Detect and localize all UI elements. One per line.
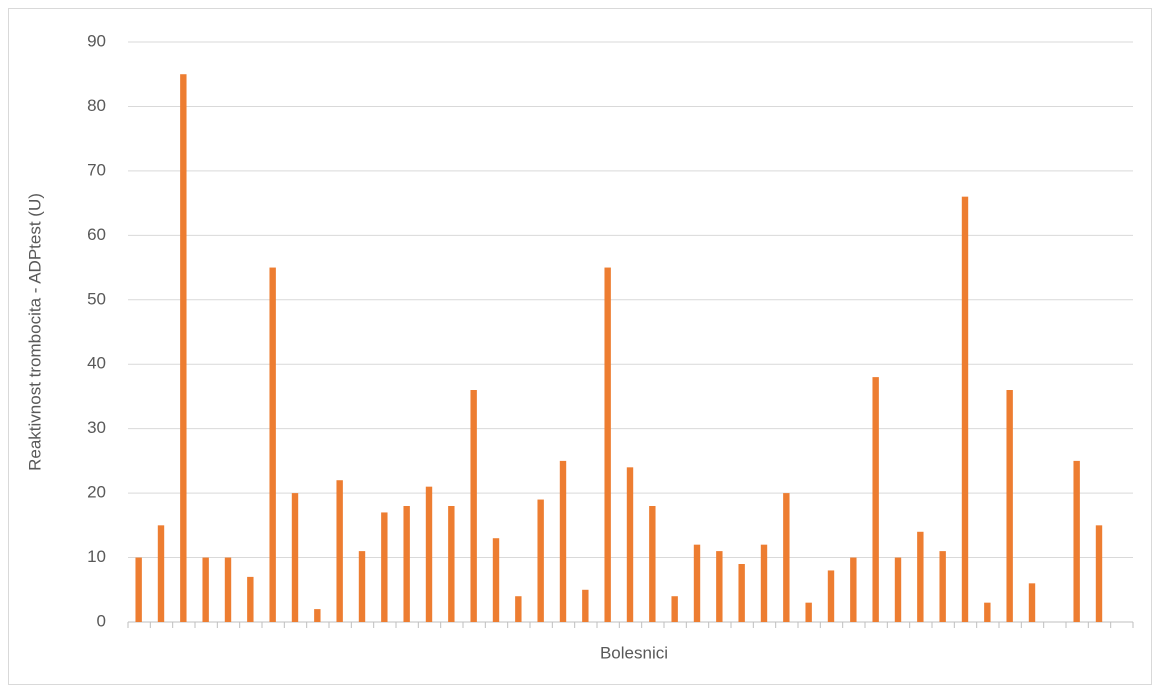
bar (180, 74, 187, 622)
bar (470, 390, 477, 622)
bar (314, 609, 321, 622)
bar (336, 480, 343, 622)
y-tick-label: 50 (87, 289, 106, 308)
bar (671, 596, 678, 622)
y-tick-label: 0 (97, 611, 106, 630)
bar (872, 377, 879, 622)
bar (135, 557, 142, 622)
bar (537, 499, 544, 622)
bar (1095, 525, 1103, 622)
y-tick-label: 20 (87, 483, 106, 502)
bar (582, 589, 589, 622)
bar (1006, 390, 1013, 622)
bar (604, 267, 611, 622)
bar (738, 564, 745, 622)
bar (381, 512, 388, 622)
bar (224, 557, 232, 622)
bar (448, 506, 455, 622)
bar (1073, 460, 1080, 622)
bar (202, 557, 209, 622)
bar (894, 557, 902, 622)
y-tick-label: 60 (87, 225, 106, 244)
bar (291, 493, 299, 622)
y-tick-label: 40 (87, 354, 106, 373)
bar (693, 544, 701, 622)
bar (649, 506, 656, 622)
bar (917, 531, 924, 622)
bar (626, 467, 634, 622)
bar (850, 557, 857, 622)
bar (939, 551, 946, 622)
bar (515, 596, 522, 622)
bar (559, 460, 567, 622)
chart-border (8, 8, 1152, 685)
bar (716, 551, 723, 622)
bar (1028, 583, 1036, 622)
bar (760, 544, 768, 622)
y-tick-label: 30 (87, 418, 106, 437)
y-axis-label: Reaktivnost trombocita - ADPtest (U) (25, 193, 44, 471)
bar (783, 493, 790, 622)
bar (403, 506, 410, 622)
bar (827, 570, 835, 622)
bar (425, 486, 433, 622)
bar (247, 576, 254, 622)
bar (358, 551, 366, 622)
x-axis-label: Bolesnici (600, 643, 668, 662)
y-tick-label: 90 (87, 31, 106, 50)
y-tick-label: 80 (87, 96, 106, 115)
bar (961, 196, 969, 622)
bar (157, 525, 165, 622)
bar (492, 538, 500, 622)
bar (984, 602, 991, 622)
bar (805, 602, 812, 622)
y-tick-label: 70 (87, 160, 106, 179)
bar (269, 267, 276, 622)
y-tick-label: 10 (87, 547, 106, 566)
